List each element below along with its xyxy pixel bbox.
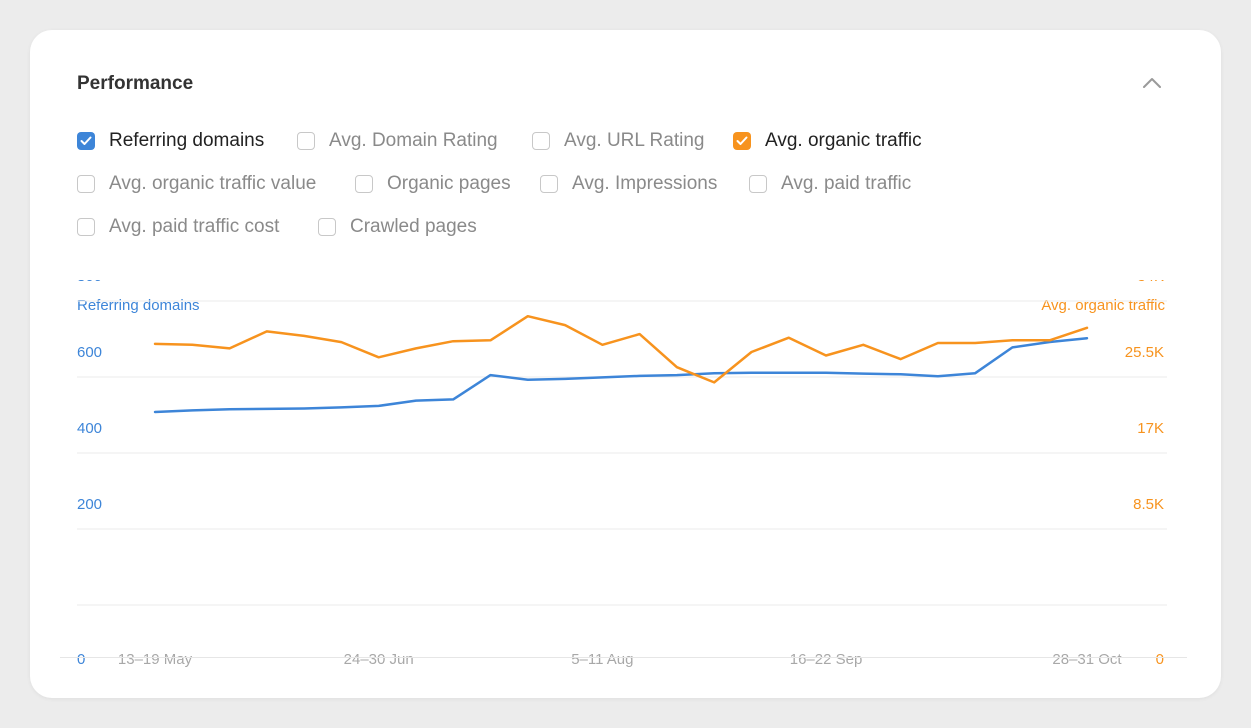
- checkmark-icon: [80, 136, 92, 145]
- checkbox[interactable]: [532, 132, 550, 150]
- x-tick-label: 24–30 Jun: [344, 651, 414, 668]
- metric-checkbox-avg-impressions[interactable]: Avg. Impressions: [540, 173, 717, 195]
- series-line-avg-organic-traffic: [153, 314, 1089, 384]
- checkbox[interactable]: [733, 132, 751, 150]
- y-right-tick-label: 25.5K: [1125, 344, 1164, 361]
- checkbox[interactable]: [77, 132, 95, 150]
- metric-checkbox-avg-domain-rating[interactable]: Avg. Domain Rating: [297, 130, 498, 152]
- x-tick-label: 16–22 Sep: [790, 651, 863, 668]
- series-line-referring-domains: [153, 336, 1089, 414]
- metric-checkbox-avg-organic-traffic[interactable]: Avg. organic traffic: [733, 130, 922, 152]
- checkmark-icon: [736, 136, 748, 145]
- metric-checkbox-avg-organic-traffic-value[interactable]: Avg. organic traffic value: [77, 173, 316, 195]
- checkbox[interactable]: [318, 218, 336, 236]
- metric-checkbox-avg-paid-traffic-cost[interactable]: Avg. paid traffic cost: [77, 216, 279, 238]
- metric-checkbox-referring-domains[interactable]: Referring domains: [77, 130, 264, 152]
- x-tick-label: 5–11 Aug: [571, 651, 633, 668]
- chevron-up-icon: [1143, 78, 1161, 88]
- metric-label: Avg. Domain Rating: [329, 130, 498, 151]
- x-tick-label: 28–31 Oct: [1052, 651, 1122, 668]
- metric-label: Avg. organic traffic value: [109, 173, 317, 194]
- metric-label: Avg. paid traffic cost: [109, 216, 280, 237]
- metric-checkbox-crawled-pages[interactable]: Crawled pages: [318, 216, 477, 238]
- y-left-tick-label: 200: [77, 496, 102, 513]
- y-right-tick-label: 17K: [1137, 420, 1164, 437]
- checkbox[interactable]: [540, 175, 558, 193]
- metric-checkbox-organic-pages[interactable]: Organic pages: [355, 173, 511, 195]
- metric-label: Referring domains: [109, 130, 265, 151]
- metric-label: Avg. URL Rating: [564, 130, 705, 151]
- y-right-tick-label: 0: [1156, 651, 1164, 668]
- metric-checkbox-avg-paid-traffic[interactable]: Avg. paid traffic: [749, 173, 911, 195]
- metric-checkbox-avg-url-rating[interactable]: Avg. URL Rating: [532, 130, 704, 152]
- checkbox[interactable]: [77, 175, 95, 193]
- metric-label: Avg. organic traffic: [765, 130, 922, 151]
- metric-label: Organic pages: [387, 173, 511, 194]
- checkbox[interactable]: [355, 175, 373, 193]
- y-right-tick-label: 34K: [1137, 280, 1164, 285]
- checkbox[interactable]: [77, 218, 95, 236]
- y-left-tick-label: 600: [77, 344, 102, 361]
- panel-title: Performance: [77, 73, 194, 94]
- checkbox[interactable]: [297, 132, 315, 150]
- performance-card: Performance Referring domains Avg. Domain…: [30, 30, 1221, 698]
- bottom-divider: [60, 657, 1187, 658]
- metric-label: Avg. paid traffic: [781, 173, 912, 194]
- collapse-button[interactable]: [1138, 70, 1166, 96]
- performance-chart: 0 200 400 600 800 0 8.5K 17K 25.5K 34K 13–19 May 24…: [77, 280, 1167, 668]
- metric-label: Avg. Impressions: [572, 173, 718, 194]
- x-tick-label: 13–19 May: [118, 651, 193, 668]
- checkbox[interactable]: [749, 175, 767, 193]
- y-left-tick-label: 400: [77, 420, 102, 437]
- y-left-tick-label: 800: [77, 280, 102, 285]
- metric-label: Crawled pages: [350, 216, 477, 237]
- y-left-tick-label: 0: [77, 651, 85, 668]
- y-right-tick-label: 8.5K: [1133, 496, 1164, 513]
